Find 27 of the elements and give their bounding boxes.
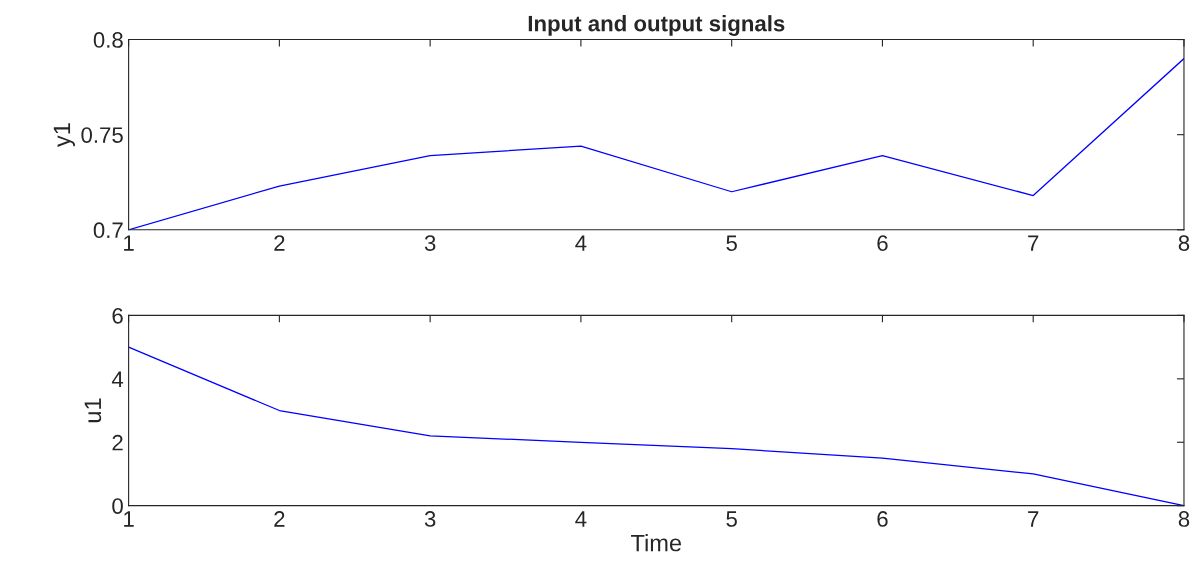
y-tick-label: 0.75 [81,127,123,143]
x-tick-label: 7 [1028,235,1039,251]
y-axis-title: u1 [84,398,102,423]
y-tick-label: 0.7 [93,222,123,239]
x-tick-label: 3 [424,235,436,251]
x-tick-label: 7 [1028,511,1039,527]
x-tick-label: 6 [877,235,888,251]
x-tick-label: 2 [274,511,285,527]
x-tick-label: 6 [877,511,888,527]
x-tick-label: 3 [424,511,436,527]
x-axis-title: Time [631,534,682,552]
y-axis-title: y1 [53,123,75,148]
x-tick-label: 8 [1178,511,1190,527]
x-tick-label: 4 [575,235,587,251]
x-tick-label: 1 [124,235,134,251]
x-tick-label: 8 [1178,235,1190,251]
chart-title: Input and output signals [528,15,785,36]
x-tick-label: 1 [124,511,134,527]
y-tick-label: 0.8 [93,32,123,48]
x-tick-label: 5 [726,511,737,527]
x-tick-label: 2 [274,235,285,251]
x-tick-label: 4 [575,511,587,527]
y-tick-label: 4 [111,371,124,387]
y-tick-label: 0 [112,498,123,514]
y-tick-label: 6 [112,307,123,324]
x-tick-label: 5 [726,235,737,251]
y-tick-label: 2 [112,434,123,451]
